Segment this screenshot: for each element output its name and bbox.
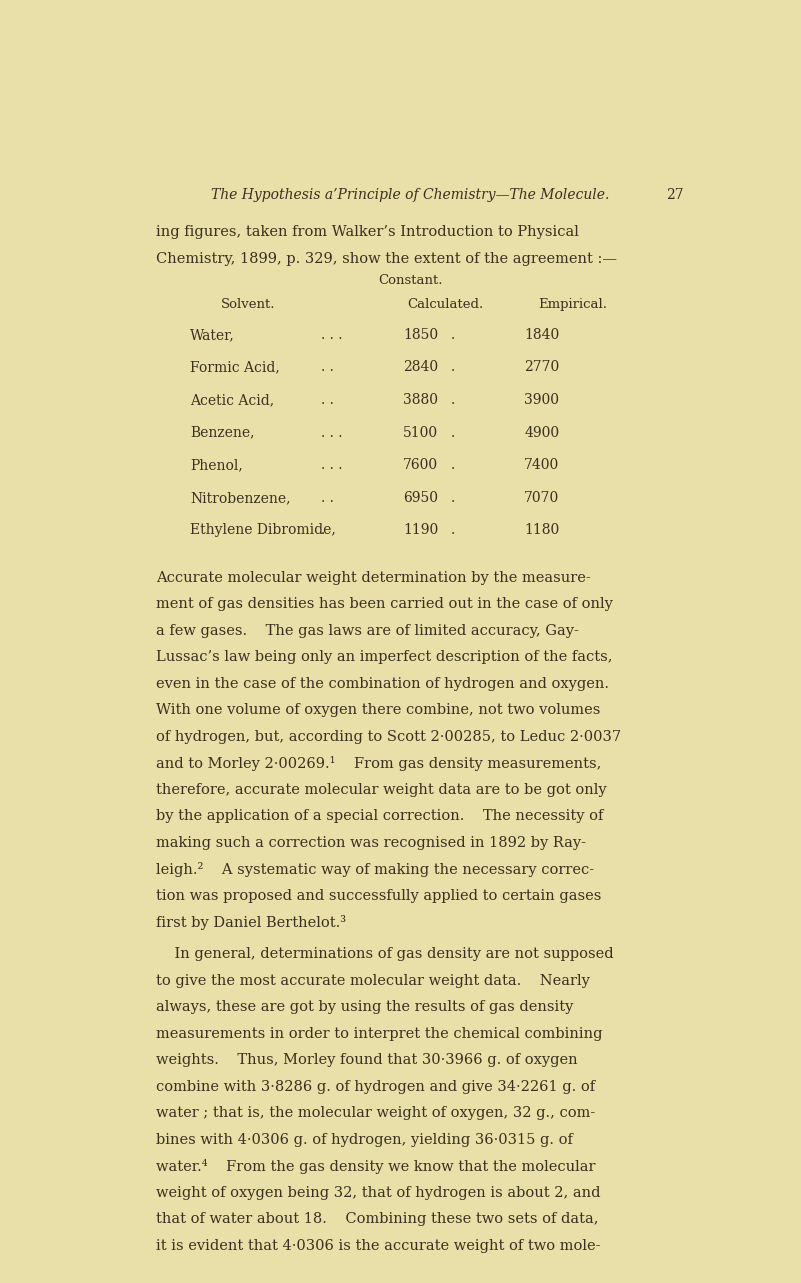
Text: 1840: 1840 <box>524 328 559 341</box>
Text: therefore, accurate molecular weight data are to be got only: therefore, accurate molecular weight dat… <box>156 783 606 797</box>
Text: .: . <box>451 491 455 504</box>
Text: Benzene,: Benzene, <box>190 426 255 440</box>
Text: to give the most accurate molecular weight data.    Nearly: to give the most accurate molecular weig… <box>156 974 590 988</box>
Text: always, these are got by using the results of gas density: always, these are got by using the resul… <box>156 1001 574 1015</box>
Text: Chemistry, 1899, p. 329, show the extent of the agreement :—: Chemistry, 1899, p. 329, show the extent… <box>156 251 617 266</box>
Text: 3880: 3880 <box>404 393 438 407</box>
Text: .: . <box>451 361 455 375</box>
Text: Solvent.: Solvent. <box>221 298 276 312</box>
Text: making such a correction was recognised in 1892 by Ray-: making such a correction was recognised … <box>156 835 586 849</box>
Text: . .: . . <box>320 491 333 504</box>
Text: that of water about 18.    Combining these two sets of data,: that of water about 18. Combining these … <box>156 1212 598 1227</box>
Text: water ; that is, the molecular weight of oxygen, 32 g., com-: water ; that is, the molecular weight of… <box>156 1106 595 1120</box>
Text: bines with 4·0306 g. of hydrogen, yielding 36·0315 g. of: bines with 4·0306 g. of hydrogen, yieldi… <box>156 1133 573 1147</box>
Text: .: . <box>451 458 455 472</box>
Text: ing figures, taken from Walker’s Introduction to Physical: ing figures, taken from Walker’s Introdu… <box>156 225 579 239</box>
Text: even in the case of the combination of hydrogen and oxygen.: even in the case of the combination of h… <box>156 676 609 690</box>
Text: water.⁴    From the gas density we know that the molecular: water.⁴ From the gas density we know tha… <box>156 1160 595 1174</box>
Text: In general, determinations of gas density are not supposed: In general, determinations of gas densit… <box>156 947 614 961</box>
Text: . . .: . . . <box>320 328 342 341</box>
Text: Lussac’s law being only an imperfect description of the facts,: Lussac’s law being only an imperfect des… <box>156 650 613 665</box>
Text: Accurate molecular weight determination by the measure-: Accurate molecular weight determination … <box>156 571 591 585</box>
Text: .: . <box>451 328 455 341</box>
Text: leigh.²    A systematic way of making the necessary correc-: leigh.² A systematic way of making the n… <box>156 862 594 878</box>
Text: Acetic Acid,: Acetic Acid, <box>190 393 274 407</box>
Text: 1190: 1190 <box>403 523 438 538</box>
Text: and to Morley 2·00269.¹    From gas density measurements,: and to Morley 2·00269.¹ From gas density… <box>156 756 602 771</box>
Text: .: . <box>451 393 455 407</box>
Text: combine with 3·8286 g. of hydrogen and give 34·2261 g. of: combine with 3·8286 g. of hydrogen and g… <box>156 1080 595 1094</box>
Text: 7400: 7400 <box>524 458 559 472</box>
Text: . .: . . <box>320 361 333 375</box>
Text: 2840: 2840 <box>404 361 438 375</box>
Text: ment of gas densities has been carried out in the case of only: ment of gas densities has been carried o… <box>156 598 613 611</box>
Text: Ethylene Dibromide,: Ethylene Dibromide, <box>190 523 336 538</box>
Text: Constant.: Constant. <box>378 275 443 287</box>
Text: 7600: 7600 <box>404 458 438 472</box>
Text: tion was proposed and successfully applied to certain gases: tion was proposed and successfully appli… <box>156 889 602 902</box>
Text: Phenol,: Phenol, <box>190 458 243 472</box>
Text: Water,: Water, <box>190 328 235 341</box>
Text: 1850: 1850 <box>404 328 438 341</box>
Text: The Hypothesis a’Principle of Chemistry—The Molecule.: The Hypothesis a’Principle of Chemistry—… <box>211 187 610 201</box>
Text: . . .: . . . <box>320 458 342 472</box>
Text: . . .: . . . <box>320 426 342 440</box>
Text: of hydrogen, but, according to Scott 2·00285, to Leduc 2·0037: of hydrogen, but, according to Scott 2·0… <box>156 730 621 744</box>
Text: .: . <box>320 523 324 538</box>
Text: 7070: 7070 <box>524 491 559 504</box>
Text: .: . <box>451 523 455 538</box>
Text: Formic Acid,: Formic Acid, <box>190 361 280 375</box>
Text: 5100: 5100 <box>404 426 438 440</box>
Text: by the application of a special correction.    The necessity of: by the application of a special correcti… <box>156 810 603 824</box>
Text: 1180: 1180 <box>524 523 559 538</box>
Text: .: . <box>451 426 455 440</box>
Text: 2770: 2770 <box>524 361 559 375</box>
Text: 6950: 6950 <box>404 491 438 504</box>
Text: With one volume of oxygen there combine, not two volumes: With one volume of oxygen there combine,… <box>156 703 601 717</box>
Text: Empirical.: Empirical. <box>537 298 607 312</box>
Text: 27: 27 <box>666 187 684 201</box>
Text: weights.    Thus, Morley found that 30·3966 g. of oxygen: weights. Thus, Morley found that 30·3966… <box>156 1053 578 1067</box>
Text: . .: . . <box>320 393 333 407</box>
Text: Nitrobenzene,: Nitrobenzene, <box>190 491 291 504</box>
Text: weight of oxygen being 32, that of hydrogen is about 2, and: weight of oxygen being 32, that of hydro… <box>156 1185 601 1200</box>
Text: 4900: 4900 <box>525 426 559 440</box>
Text: it is evident that 4·0306 is the accurate weight of two mole-: it is evident that 4·0306 is the accurat… <box>156 1238 601 1252</box>
Text: a few gases.    The gas laws are of limited accuracy, Gay-: a few gases. The gas laws are of limited… <box>156 624 579 638</box>
Text: first by Daniel Berthelot.³: first by Daniel Berthelot.³ <box>156 915 346 930</box>
Text: measurements in order to interpret the chemical combining: measurements in order to interpret the c… <box>156 1026 602 1041</box>
Text: Calculated.: Calculated. <box>408 298 484 312</box>
Text: 3900: 3900 <box>525 393 559 407</box>
